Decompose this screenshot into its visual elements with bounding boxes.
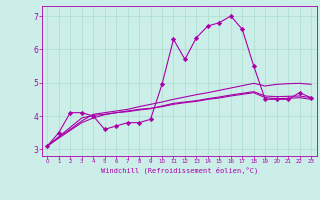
X-axis label: Windchill (Refroidissement éolien,°C): Windchill (Refroidissement éolien,°C): [100, 167, 258, 174]
